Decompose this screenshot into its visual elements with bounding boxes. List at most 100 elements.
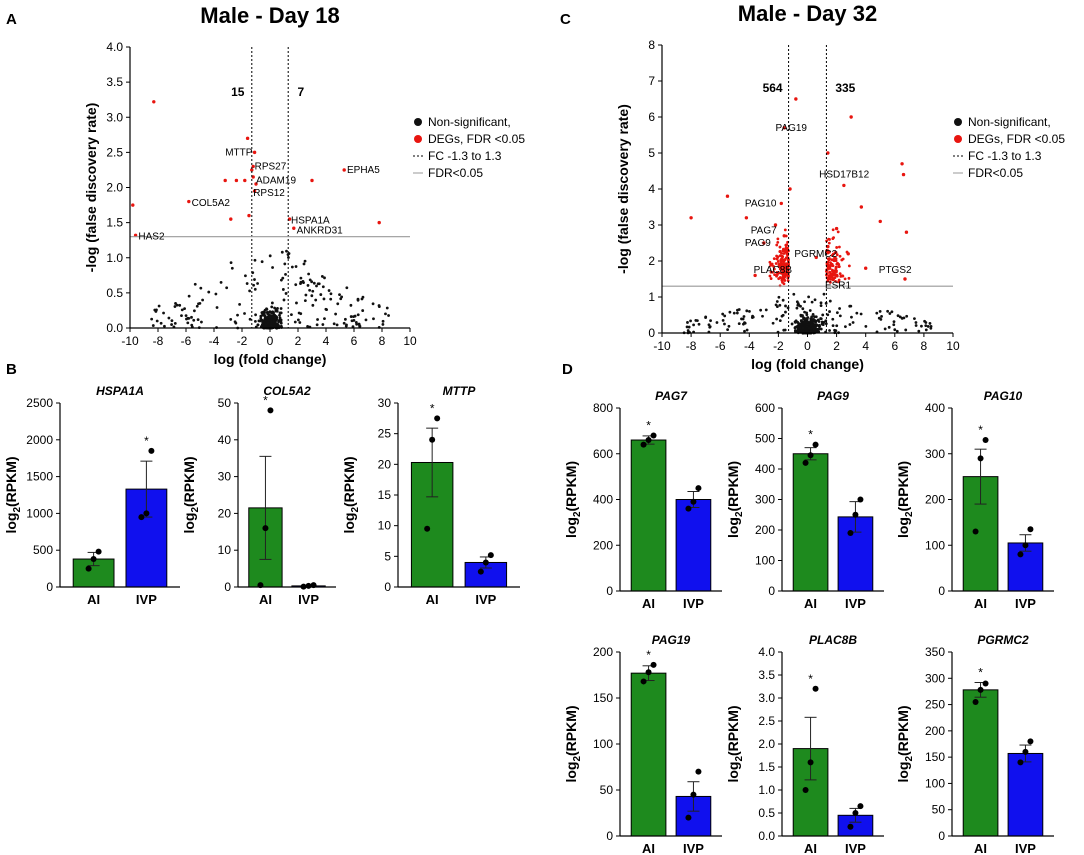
sig-point [827,277,831,281]
nonsig-point [777,295,781,299]
x-tick-label: -2 [237,334,248,348]
nonsig-point [804,317,808,321]
sig-point [783,228,787,232]
data-point [695,768,702,775]
x-tick-label: -4 [209,334,220,348]
nonsig-point [335,323,339,327]
nonsig-point [774,303,778,307]
panel-letter-c: C [560,11,571,28]
y-tick-label: 0 [224,580,231,594]
volcano-title: Male - Day 32 [738,1,877,26]
category-label: IVP [1015,596,1036,611]
nonsig-point [334,312,338,316]
nonsig-point [317,282,321,286]
nonsig-point [715,321,719,324]
data-point [690,498,697,505]
data-point [85,565,92,572]
nonsig-point [271,266,274,269]
nonsig-point [155,308,158,312]
y-tick-label: 3 [648,218,655,232]
chart-gene-title: PAG19 [652,633,691,647]
sig-point [794,97,798,101]
nonsig-point [229,261,233,265]
y-tick-label: 100 [755,554,775,568]
y-tick-label: 500 [755,432,775,446]
nonsig-point [822,292,826,296]
chart-gene-title: PAG9 [817,389,849,403]
significance-star: * [263,393,268,407]
y-tick-label: 100 [593,737,613,751]
nonsig-point [325,308,328,312]
data-point [90,556,97,563]
nonsig-point [914,321,918,324]
chart-gene-title: PGRMC2 [977,633,1029,647]
data-point [487,552,494,559]
sig-point [782,252,786,255]
nonsig-point [229,318,233,321]
sig-point [839,274,843,278]
nonsig-point [764,308,768,312]
nonsig-point [343,317,347,321]
nonsig-point [283,262,287,266]
y-tick-label: 30 [218,470,232,484]
y-tick-label: 0 [938,584,945,598]
legend-degs-text: DEGs, FDR <0.05 [428,132,525,146]
sig-point [782,234,786,238]
sig-point [779,260,783,264]
nonsig-point [187,294,191,298]
x-tick-label: 0 [804,339,811,353]
nonsig-point [271,315,276,319]
sig-points [689,97,909,281]
nonsig-point [800,314,804,318]
y-axis-title: log2(RPKM) [563,461,583,538]
nonsig-point [163,324,166,328]
nonsig-point [304,293,308,297]
sig-point [780,264,784,267]
gene-label: PAG10 [745,198,777,209]
nonsig-point [799,304,802,308]
x-tick-label: -6 [181,334,192,348]
nonsig-point [796,302,800,305]
y-tick-label: 25 [378,427,392,441]
y-tick-label: 0 [606,829,613,843]
y-axis-title-part: log [3,513,19,534]
nonsig-point [802,317,806,321]
nonsig-point [294,283,298,287]
x-tick-label: 2 [295,334,302,348]
x-tick-label: -8 [153,334,164,348]
nonsig-point [795,325,799,328]
nonsig-point [307,272,311,276]
y-tick-label: 4.0 [106,40,123,54]
sig-point [826,260,830,264]
nonsig-point [199,286,203,290]
nonsig-point [256,282,259,285]
y-axis-title: log2(RPKM) [341,456,361,533]
nonsig-point [285,249,288,253]
nonsig-point [284,272,287,276]
y-axis-title-part: log [563,517,579,538]
legend-fdr-text: FDR<0.05 [428,166,483,180]
data-point [847,530,854,537]
sig-point-cloud [768,228,851,288]
y-tick-label: 5 [648,146,655,160]
nonsig-point [315,323,319,327]
legend-degs-text: DEGs, FDR <0.05 [968,132,1065,146]
sig-point [904,230,909,234]
nonsig-point [385,306,389,310]
nonsig-point [893,328,897,332]
y-tick-label: 3.5 [106,75,123,89]
y-tick-label: 400 [593,493,613,507]
x-tick-label: 8 [921,339,928,353]
sig-point [826,251,830,255]
sig-point [788,187,792,191]
nonsig-point-cloud [150,249,390,330]
nonsig-point [913,317,916,321]
nonsig-point [929,326,933,330]
y-axis-title: log2(RPKM) [895,705,915,782]
y-tick-label: 500 [33,543,53,557]
nonsig-point [828,299,832,303]
data-point [429,436,436,443]
sig-point [773,223,778,227]
nonsig-point [905,314,909,318]
x-axis-title: log (fold change) [214,351,327,367]
